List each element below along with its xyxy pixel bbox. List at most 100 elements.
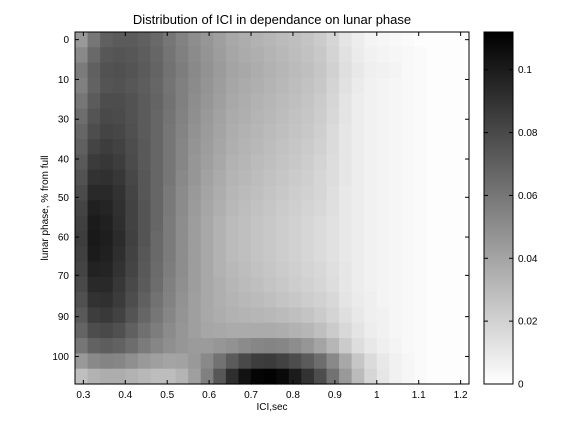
heatmap-cell — [313, 185, 328, 201]
heatmap-cell — [188, 261, 202, 278]
heatmap-cell — [301, 77, 315, 94]
heatmap-cell — [301, 307, 315, 324]
heatmap-cell — [376, 368, 390, 385]
heatmap-cell — [188, 292, 202, 309]
heatmap-cell — [263, 292, 277, 309]
heatmap-cell — [414, 261, 428, 278]
heatmap-cell — [238, 154, 252, 171]
heatmap-cell — [452, 47, 466, 64]
heatmap-cell — [175, 215, 189, 232]
heatmap-cell — [188, 276, 202, 293]
heatmap-cell — [251, 32, 265, 48]
heatmap-cell — [163, 108, 177, 125]
heatmap-cell — [427, 154, 441, 171]
heatmap-cell — [326, 368, 340, 385]
heatmap-cell — [376, 47, 390, 64]
y-tick-label: 100 — [52, 352, 69, 363]
heatmap-cell — [401, 215, 416, 232]
heatmap-cell — [339, 368, 353, 385]
heatmap-cell — [200, 123, 214, 140]
heatmap-cell — [339, 185, 353, 201]
heatmap-cell — [351, 246, 365, 263]
heatmap-cell — [364, 169, 378, 186]
chart-title: Distribution of ICI in dependance on lun… — [133, 12, 411, 27]
heatmap-cell — [112, 139, 126, 156]
heatmap-cell — [251, 77, 265, 94]
heatmap-cell — [288, 62, 302, 79]
heatmap-cell — [301, 32, 315, 48]
heatmap-cell — [188, 230, 202, 247]
heatmap-cell — [200, 246, 214, 263]
heatmap-cell — [125, 215, 139, 232]
heatmap-cell — [75, 93, 89, 110]
heatmap-cell — [112, 322, 126, 339]
heatmap-cell — [301, 353, 315, 370]
heatmap-cell — [301, 200, 315, 217]
heatmap-cell — [276, 93, 290, 110]
heatmap-cell — [238, 93, 252, 110]
heatmap-cell — [351, 338, 365, 354]
heatmap-cell — [225, 261, 240, 278]
heatmap-cell — [87, 200, 101, 217]
heatmap-cell — [427, 353, 441, 370]
heatmap-cell — [364, 230, 378, 247]
heatmap-cell — [339, 338, 353, 354]
heatmap-cell — [225, 32, 240, 48]
heatmap-cell — [251, 215, 265, 232]
heatmap-cell — [364, 292, 378, 309]
heatmap-cell — [263, 32, 277, 48]
heatmap-cell — [364, 185, 378, 201]
y-tick-label: 30 — [58, 115, 70, 126]
heatmap-cell — [288, 246, 302, 263]
heatmap-cell — [163, 353, 177, 370]
heatmap-cell — [414, 47, 428, 64]
heatmap-cell — [427, 32, 441, 48]
heatmap-cell — [263, 246, 277, 263]
heatmap-cell — [339, 276, 353, 293]
heatmap-cell — [301, 154, 315, 171]
heatmap-cell — [288, 307, 302, 324]
heatmap-cell — [175, 322, 189, 339]
heatmap-cell — [100, 368, 114, 385]
heatmap-cell — [276, 215, 290, 232]
x-tick-label: 0.6 — [202, 390, 216, 401]
heatmap-cell — [200, 185, 214, 201]
heatmap-cell — [401, 108, 416, 125]
heatmap-cell — [389, 230, 403, 247]
heatmap-cell — [301, 93, 315, 110]
heatmap-cell — [251, 108, 265, 125]
x-tick-label: 0.8 — [286, 390, 300, 401]
heatmap-cell — [200, 169, 214, 186]
heatmap-cell — [238, 353, 252, 370]
heatmap-cell — [100, 123, 114, 140]
heatmap-cell — [188, 93, 202, 110]
heatmap-cell — [238, 292, 252, 309]
heatmap-cell — [175, 185, 189, 201]
heatmap-cell — [439, 169, 453, 186]
heatmap-cell — [276, 32, 290, 48]
heatmap-cell — [100, 215, 114, 232]
heatmap-cell — [163, 77, 177, 94]
heatmap-cell — [263, 47, 277, 64]
heatmap-cell — [401, 77, 416, 94]
heatmap-cell — [339, 62, 353, 79]
heatmap-cell — [137, 338, 152, 354]
heatmap-cell — [364, 47, 378, 64]
heatmap-cell — [87, 47, 101, 64]
heatmap-cell — [414, 185, 428, 201]
heatmap-cell — [263, 215, 277, 232]
heatmap-cell — [339, 215, 353, 232]
heatmap-cell — [225, 276, 240, 293]
heatmap-cell — [351, 169, 365, 186]
heatmap-cell — [326, 322, 340, 339]
heatmap-cell — [100, 353, 114, 370]
heatmap-cell — [313, 154, 328, 171]
heatmap-cell — [427, 261, 441, 278]
heatmap-cell — [389, 292, 403, 309]
heatmap-cell — [364, 108, 378, 125]
x-tick-label: 0.3 — [76, 390, 90, 401]
heatmap-cell — [87, 62, 101, 79]
heatmap-cell — [150, 215, 164, 232]
heatmap-cell — [112, 230, 126, 247]
heatmap-cell — [376, 93, 390, 110]
